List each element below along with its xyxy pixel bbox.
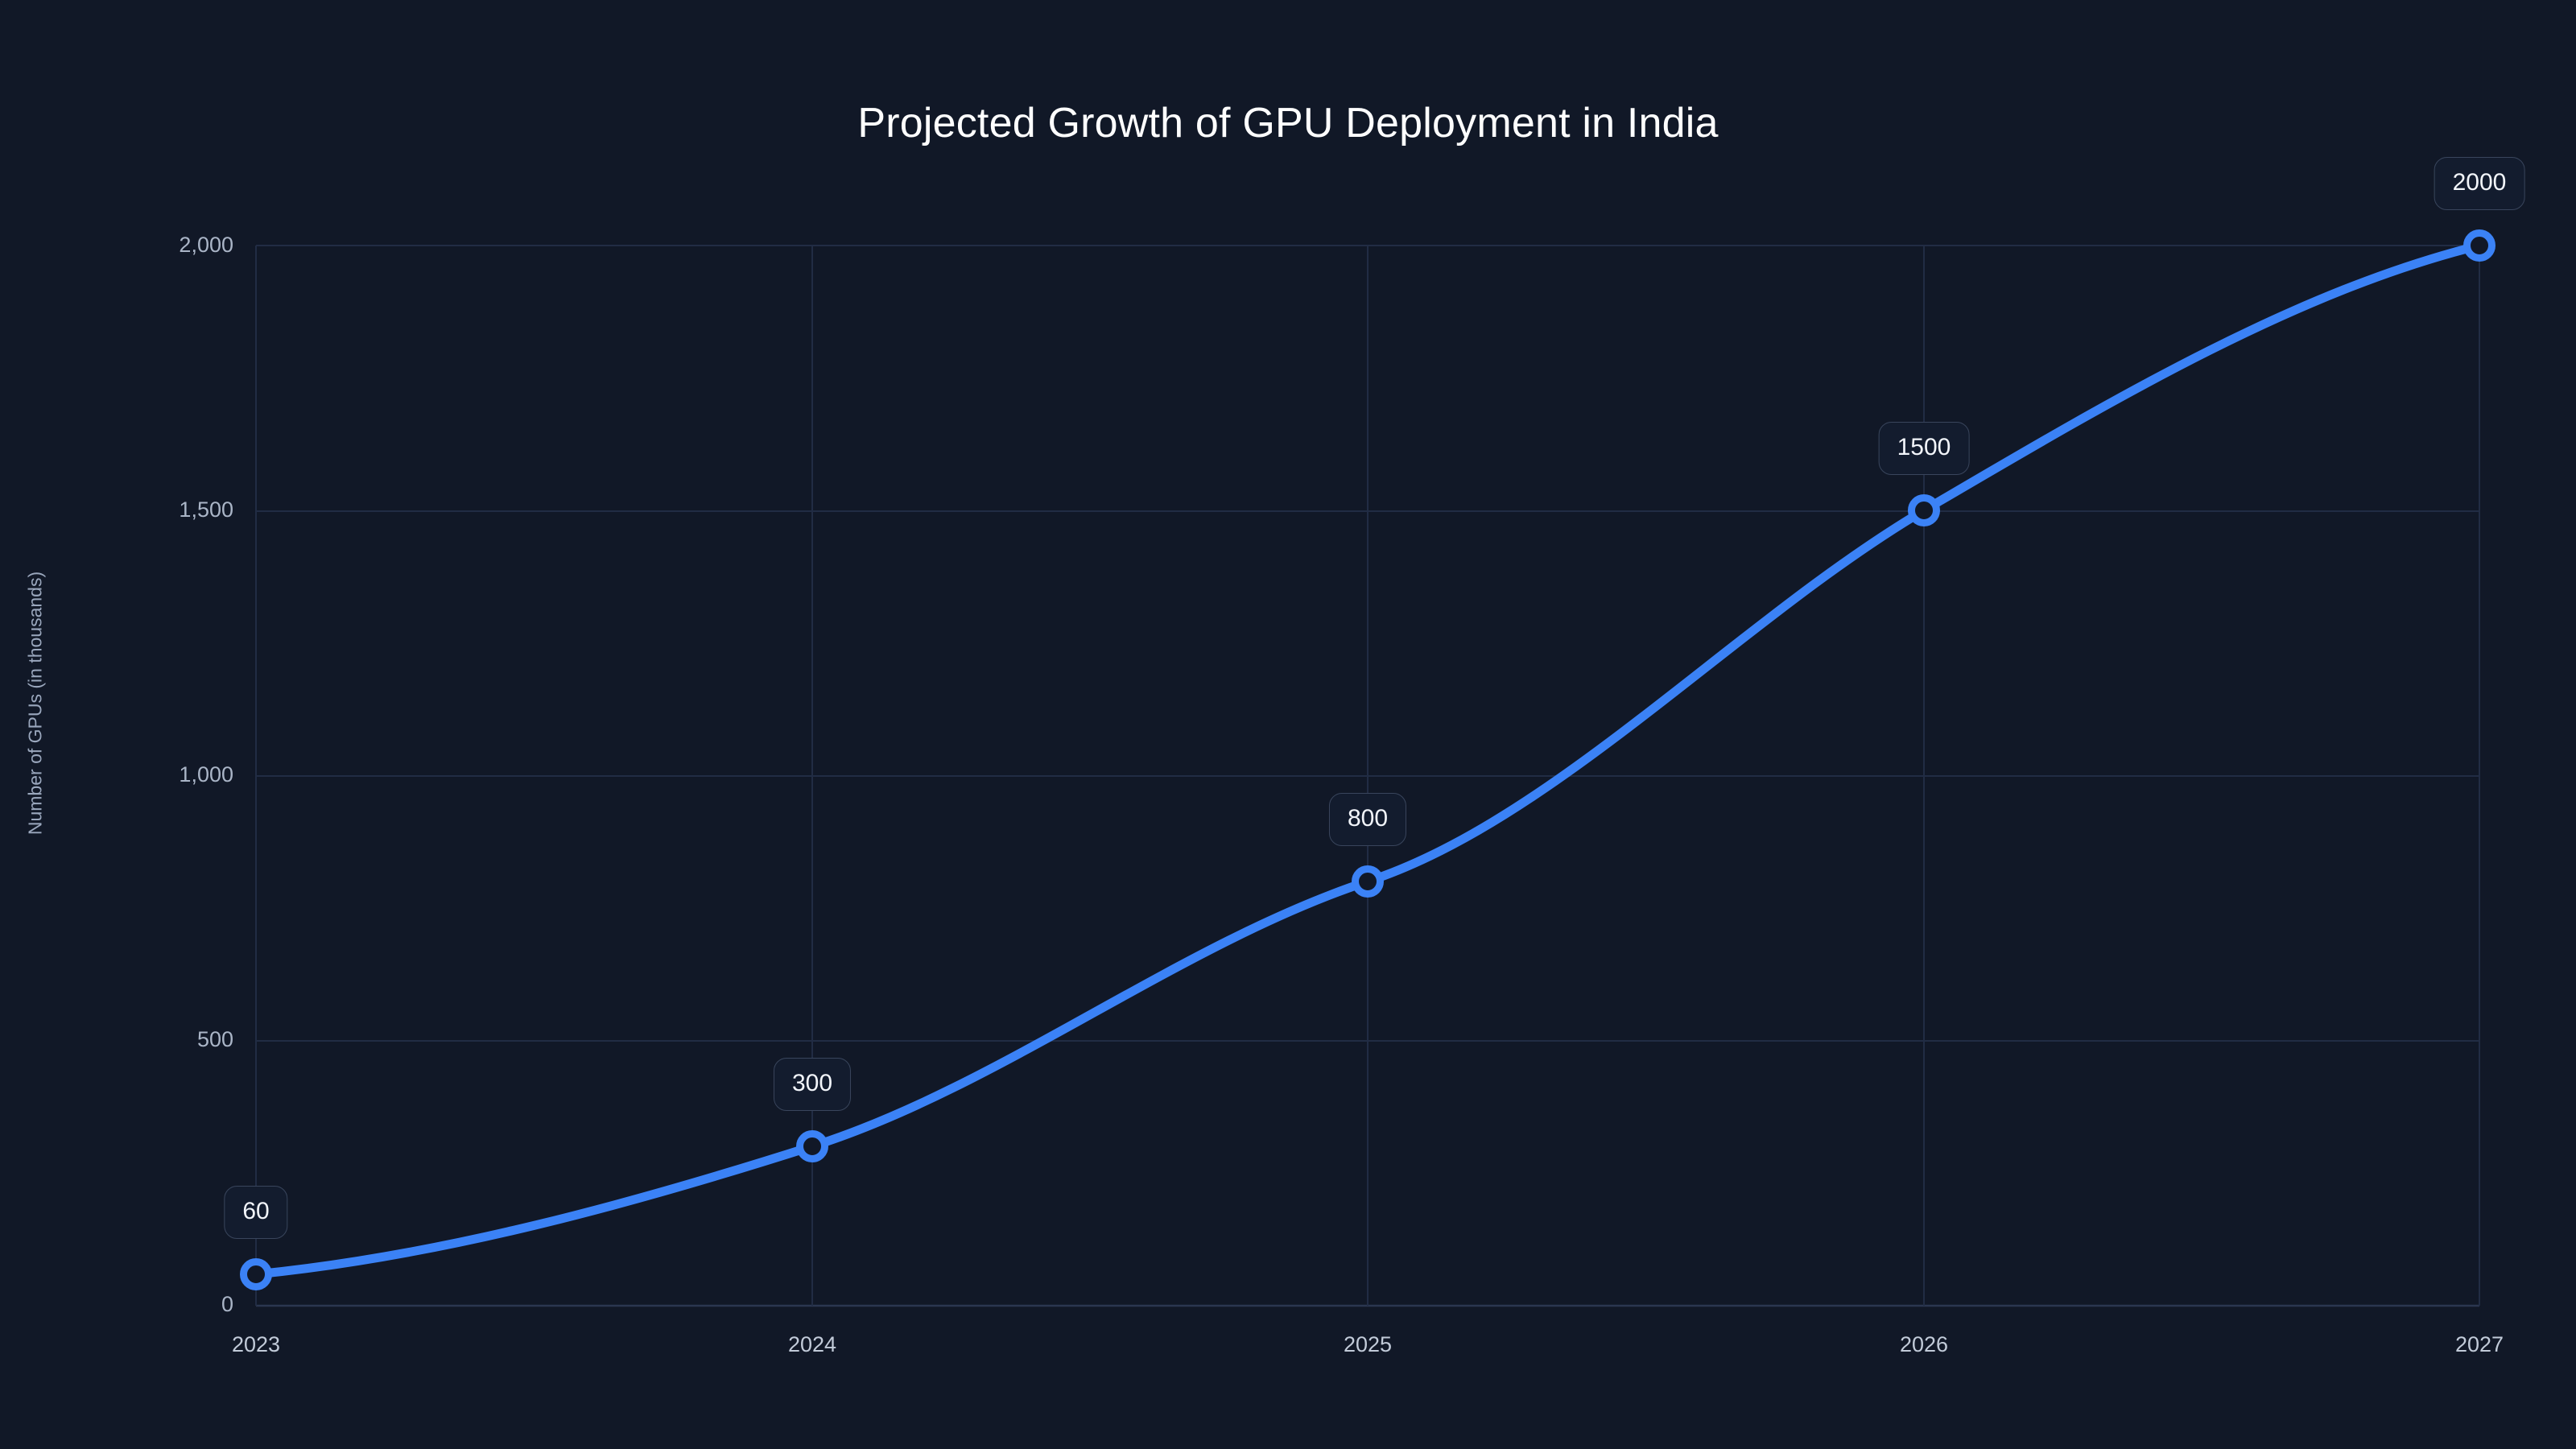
y-tick-1000: 1,000	[179, 762, 233, 786]
x-tick-2024: 2024	[787, 1332, 837, 1356]
data-label-2025[interactable]: 800	[1328, 793, 1407, 846]
y-tick-0: 0	[221, 1292, 233, 1316]
data-point-2023[interactable]	[240, 1258, 272, 1290]
data-label-2023[interactable]: 60	[224, 1186, 288, 1239]
x-tick-2025: 2025	[1343, 1332, 1393, 1356]
data-label-2027[interactable]: 2000	[2434, 157, 2525, 210]
x-tick-2026: 2026	[1899, 1332, 1949, 1356]
data-label-2024[interactable]: 300	[773, 1058, 852, 1111]
y-tick-2000: 2,000	[179, 233, 233, 257]
data-point-2024[interactable]	[796, 1130, 828, 1162]
vertical-gridlines	[255, 246, 2480, 1306]
x-tick-2023: 2023	[231, 1332, 281, 1356]
y-tick-1500: 1,500	[179, 497, 233, 522]
data-point-2026[interactable]	[1908, 494, 1940, 526]
data-point-2025[interactable]	[1352, 865, 1384, 898]
data-point-2027[interactable]	[2463, 229, 2496, 262]
data-label-2026[interactable]: 1500	[1878, 422, 1970, 475]
x-tick-2027: 2027	[2454, 1332, 2504, 1356]
y-tick-500: 500	[196, 1027, 233, 1051]
chart-title: Projected Growth of GPU Deployment in In…	[857, 100, 1719, 147]
data-point-markers[interactable]	[240, 229, 2496, 1290]
